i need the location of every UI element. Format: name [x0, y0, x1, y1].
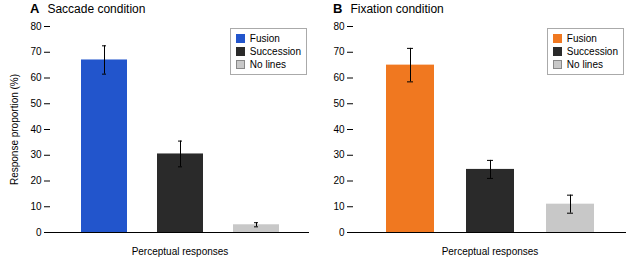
html-text:No lines: No lines	[566, 59, 603, 70]
html-text:Fixation condition: Fixation condition	[350, 2, 444, 16]
svg-text:30: 30	[30, 149, 42, 160]
html-text:Saccade condition: Saccade condition	[47, 2, 146, 16]
svg-text:0: 0	[339, 227, 345, 238]
svg-text:80: 80	[333, 21, 345, 32]
svg-text:80: 80	[30, 21, 42, 32]
svg-text:30: 30	[333, 149, 345, 160]
svg-text:60: 60	[30, 72, 42, 83]
svg-text:60: 60	[333, 72, 345, 83]
svg-text:50: 50	[333, 98, 345, 109]
svg-text:50: 50	[30, 98, 42, 109]
svg-text:0: 0	[36, 227, 42, 238]
html-text:Succession: Succession	[566, 46, 618, 57]
svg-text:40: 40	[30, 124, 42, 135]
svg-text:Perceptual responses: Perceptual responses	[132, 246, 229, 257]
svg-text:10: 10	[30, 201, 42, 212]
svg-text:40: 40	[333, 124, 345, 135]
html-text:Succession: Succession	[249, 46, 301, 57]
svg-text:70: 70	[333, 46, 345, 57]
svg-text:20: 20	[30, 175, 42, 186]
svg-text:10: 10	[333, 201, 345, 212]
svg-text:70: 70	[30, 46, 42, 57]
html-text:Fusion: Fusion	[566, 33, 597, 44]
svg-text:Perceptual responses: Perceptual responses	[442, 246, 539, 257]
svg-text:20: 20	[333, 175, 345, 186]
html-text:Fusion: Fusion	[249, 33, 280, 44]
html-text:A: A	[30, 1, 40, 16]
html-text:B: B	[333, 1, 343, 16]
svg-text:Response proportion (%): Response proportion (%)	[9, 74, 20, 185]
html-text:No lines: No lines	[249, 59, 286, 70]
